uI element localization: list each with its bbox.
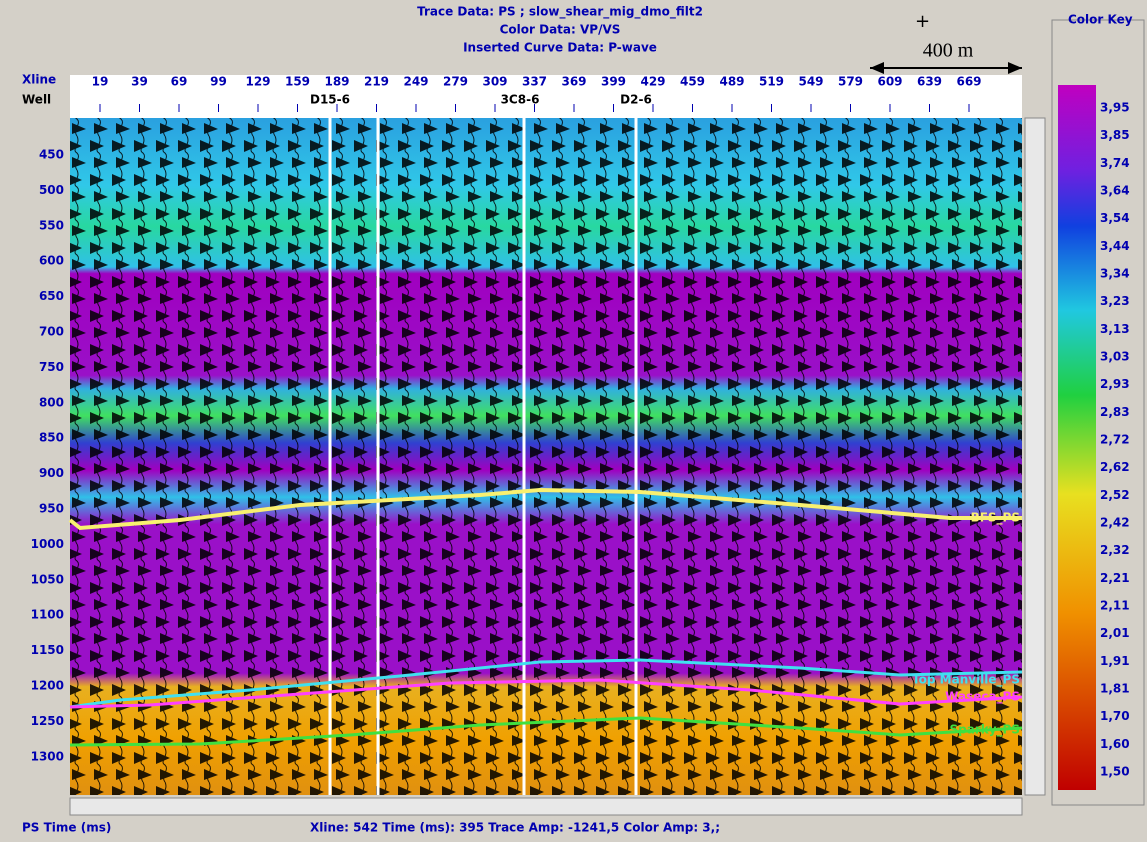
- xline-tick-label: 429: [640, 75, 665, 89]
- time-tick-label: 1150: [31, 643, 64, 657]
- xline-tick-label: 19: [92, 75, 109, 89]
- xline-tick-label: 337: [522, 75, 547, 89]
- color-key-label: 2,32: [1100, 543, 1130, 557]
- time-tick-label: 1100: [31, 608, 64, 622]
- time-tick-label: 500: [39, 183, 64, 197]
- xline-tick-label: 399: [601, 75, 626, 89]
- color-key-label: 3,44: [1100, 239, 1130, 253]
- color-key-title: Color Key: [1068, 13, 1133, 27]
- xline-tick-label: 99: [210, 75, 227, 89]
- xline-tick-label: 549: [798, 75, 823, 89]
- time-tick-label: 1300: [31, 749, 64, 763]
- time-tick-label: 950: [39, 502, 64, 516]
- header-line: Inserted Curve Data: P-wave: [463, 41, 657, 55]
- color-key-label: 2,42: [1100, 516, 1130, 530]
- horizontal-scrollbar[interactable]: [70, 798, 1022, 815]
- color-key-label: 2,72: [1100, 433, 1130, 447]
- time-tick-label: 550: [39, 218, 64, 232]
- time-tick-label: 1000: [31, 537, 64, 551]
- xline-label: Xline: [22, 73, 56, 87]
- xline-tick-label: 369: [561, 75, 586, 89]
- header-line: Trace Data: PS ; slow_shear_mig_dmo_filt…: [417, 5, 703, 20]
- xline-tick-label: 39: [131, 75, 148, 89]
- color-key-label: 2,83: [1100, 405, 1130, 419]
- color-key-label: 1,60: [1100, 737, 1130, 751]
- xline-tick-label: 489: [719, 75, 744, 89]
- color-key-bar: [1058, 85, 1096, 790]
- cursor-cross: +: [915, 11, 930, 32]
- xline-tick-label: 129: [245, 75, 270, 89]
- xline-tick-label: 579: [838, 75, 863, 89]
- xline-tick-label: 459: [680, 75, 705, 89]
- color-key-label: 3,85: [1100, 128, 1130, 142]
- color-key-label: 3,34: [1100, 267, 1130, 281]
- color-key-label: 1,70: [1100, 709, 1130, 723]
- header-line: Color Data: VP/VS: [500, 23, 621, 37]
- color-key-label: 1,81: [1100, 682, 1130, 696]
- color-key-label: 2,52: [1100, 488, 1130, 502]
- color-key-label: 3,74: [1100, 156, 1130, 170]
- xline-tick-label: 219: [364, 75, 389, 89]
- time-tick-label: 800: [39, 395, 64, 409]
- xline-tick-label: 639: [917, 75, 942, 89]
- color-key-label: 3,64: [1100, 184, 1130, 198]
- xline-tick-label: 609: [877, 75, 902, 89]
- vertical-scrollbar[interactable]: [1025, 118, 1045, 795]
- horizon-label: Waseca_PS: [945, 690, 1020, 705]
- color-key-label: 1,50: [1100, 765, 1130, 779]
- well-name: D15-6: [310, 93, 350, 107]
- time-tick-label: 750: [39, 360, 64, 374]
- color-key-label: 2,21: [1100, 571, 1130, 585]
- well-name: 3C8-6: [501, 93, 540, 107]
- time-tick-label: 850: [39, 431, 64, 445]
- xline-tick-label: 669: [956, 75, 981, 89]
- status-left: PS Time (ms): [22, 821, 111, 835]
- color-key-label: 3,03: [1100, 350, 1130, 364]
- color-key-label: 3,23: [1100, 294, 1130, 308]
- color-key-label: 2,11: [1100, 599, 1130, 613]
- status-info: Xline: 542 Time (ms): 395 Trace Amp: -12…: [310, 821, 720, 835]
- color-key-label: 1,91: [1100, 654, 1130, 668]
- xline-tick-label: 249: [403, 75, 428, 89]
- xline-tick-label: 189: [324, 75, 349, 89]
- xline-tick-label: 159: [285, 75, 310, 89]
- color-key-label: 2,01: [1100, 626, 1130, 640]
- well-label: Well: [22, 93, 51, 107]
- color-key-label: 3,54: [1100, 211, 1130, 225]
- xline-tick-label: 69: [171, 75, 188, 89]
- xline-tick-label: 519: [759, 75, 784, 89]
- xline-tick-label: 279: [443, 75, 468, 89]
- time-tick-label: 900: [39, 466, 64, 480]
- time-tick-label: 450: [39, 148, 64, 162]
- app-window: + 400 m Color Key Xline Well PS Time (ms…: [0, 0, 1147, 838]
- well-name: D2-6: [620, 93, 652, 107]
- time-tick-label: 1050: [31, 572, 64, 586]
- color-key-label: 3,95: [1100, 101, 1130, 115]
- time-tick-label: 600: [39, 254, 64, 268]
- seismic-view: + 400 m Color Key Xline Well PS Time (ms…: [0, 0, 1147, 838]
- horizon-label: Sparky_PS: [950, 723, 1021, 738]
- time-tick-label: 700: [39, 325, 64, 339]
- time-tick-label: 1250: [31, 714, 64, 728]
- time-tick-label: 650: [39, 289, 64, 303]
- color-key-label: 3,13: [1100, 322, 1130, 336]
- xline-tick-label: 309: [482, 75, 507, 89]
- horizon-label: BFS_PS: [971, 511, 1020, 526]
- time-tick-label: 1200: [31, 679, 64, 693]
- color-key-label: 2,93: [1100, 377, 1130, 391]
- scale-label: 400 m: [923, 40, 974, 62]
- horizon-label: Top Manville_PS: [912, 673, 1020, 688]
- color-key-label: 2,62: [1100, 460, 1130, 474]
